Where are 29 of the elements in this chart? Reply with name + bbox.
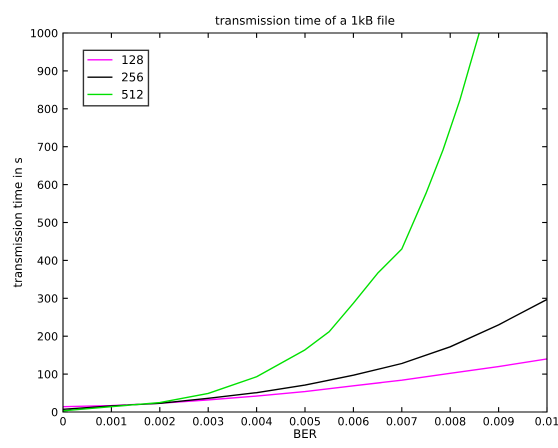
x-tick-label: 0: [60, 417, 66, 426]
legend-label: 512: [122, 90, 143, 99]
x-tick-label: 0.006: [338, 417, 369, 426]
x-tick-label: 0.002: [144, 417, 175, 426]
y-tick-label: 500: [38, 218, 58, 227]
x-tick-label: 0.01: [535, 417, 558, 426]
x-tick-label: 0.007: [386, 417, 417, 426]
x-tick-label: 0.009: [483, 417, 514, 426]
y-tick-label: 1000: [31, 28, 58, 38]
y-tick-label: 900: [38, 66, 58, 76]
x-axis-title: BER: [294, 429, 317, 438]
x-tick-label: 0.001: [96, 417, 126, 426]
x-tick-label: 0.008: [435, 417, 466, 426]
legend-label: 256: [122, 72, 143, 82]
y-tick-label: 800: [38, 104, 58, 114]
y-tick-label: 600: [38, 180, 58, 189]
y-tick-label: 300: [38, 294, 58, 303]
x-tick-label: 0.005: [290, 417, 320, 426]
line-series: [63, 358, 547, 408]
x-tick-label: 0.003: [193, 417, 224, 426]
y-tick-label: 400: [37, 256, 58, 265]
y-axis-title: transmission time in s: [12, 158, 22, 288]
y-tick-label: 0: [52, 408, 58, 416]
y-tick-label: 100: [38, 370, 58, 378]
y-tick-label: 700: [38, 142, 58, 152]
x-tick-label: 0.004: [241, 417, 272, 426]
legend-label: 128: [122, 55, 143, 64]
chart-title: transmission time of a 1kB file: [215, 16, 394, 25]
y-tick-label: 200: [38, 332, 58, 341]
